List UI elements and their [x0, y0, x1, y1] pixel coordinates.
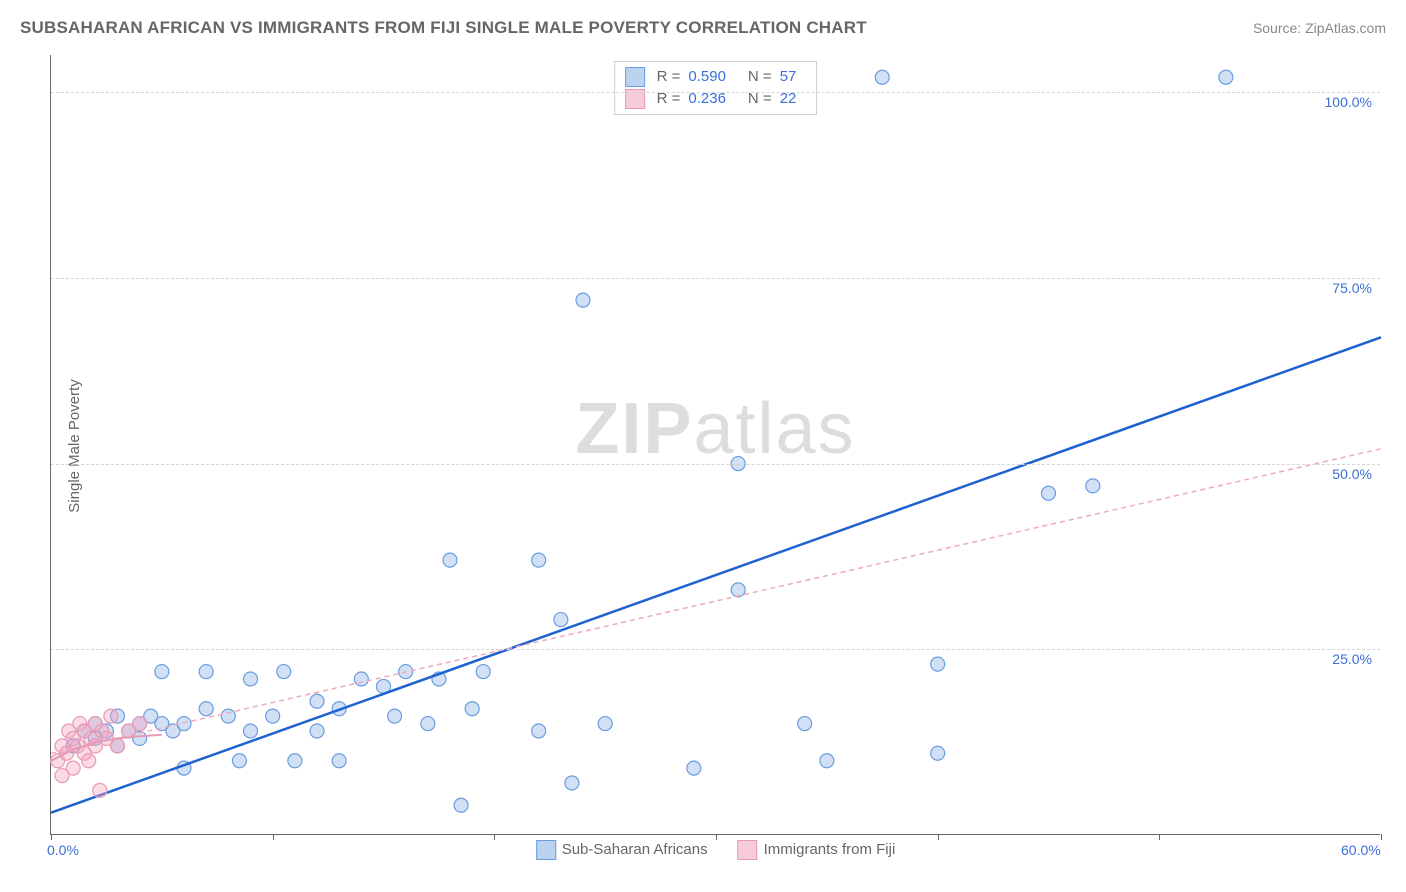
y-tick-label: 25.0% — [1332, 651, 1372, 667]
x-tick — [494, 834, 495, 840]
legend-r-key: R = — [657, 66, 681, 88]
legend-series-label: Immigrants from Fiji — [764, 841, 896, 858]
legend-series-label: Sub-Saharan Africans — [562, 841, 708, 858]
legend-swatch — [738, 840, 758, 860]
legend-series-item: Immigrants from Fiji — [738, 840, 896, 860]
y-tick-label: 50.0% — [1332, 466, 1372, 482]
chart-title: SUBSAHARAN AFRICAN VS IMMIGRANTS FROM FI… — [20, 18, 867, 38]
gridline — [51, 278, 1380, 279]
legend-n-val: 57 — [780, 66, 797, 88]
header: SUBSAHARAN AFRICAN VS IMMIGRANTS FROM FI… — [20, 18, 1386, 38]
x-tick-label: 60.0% — [1341, 842, 1381, 858]
x-tick — [1159, 834, 1160, 840]
legend-stats-row: R = 0.590 N = 57 — [625, 66, 807, 88]
x-tick — [273, 834, 274, 840]
legend-series: Sub-Saharan Africans Immigrants from Fiji — [536, 840, 896, 860]
x-tick — [51, 834, 52, 840]
y-tick-label: 75.0% — [1332, 280, 1372, 296]
source-label: Source: ZipAtlas.com — [1253, 20, 1386, 36]
gridline — [51, 92, 1380, 93]
y-tick-label: 100.0% — [1325, 94, 1372, 110]
x-tick — [938, 834, 939, 840]
plot-area: ZIPatlas R = 0.590N = 57R = 0.236N = 22 … — [50, 55, 1380, 835]
chart-container: SUBSAHARAN AFRICAN VS IMMIGRANTS FROM FI… — [0, 0, 1406, 892]
legend-series-item: Sub-Saharan Africans — [536, 840, 708, 860]
gridline — [51, 464, 1380, 465]
legend-r-val: 0.590 — [688, 66, 726, 88]
gridline — [51, 649, 1380, 650]
x-tick — [716, 834, 717, 840]
legend-stats: R = 0.590N = 57R = 0.236N = 22 — [614, 61, 818, 115]
legend-swatch — [536, 840, 556, 860]
x-tick — [1381, 834, 1382, 840]
legend-swatch — [625, 67, 645, 87]
legend-n-key: N = — [748, 66, 772, 88]
x-tick-label: 0.0% — [47, 842, 79, 858]
plot-svg — [51, 55, 1380, 834]
